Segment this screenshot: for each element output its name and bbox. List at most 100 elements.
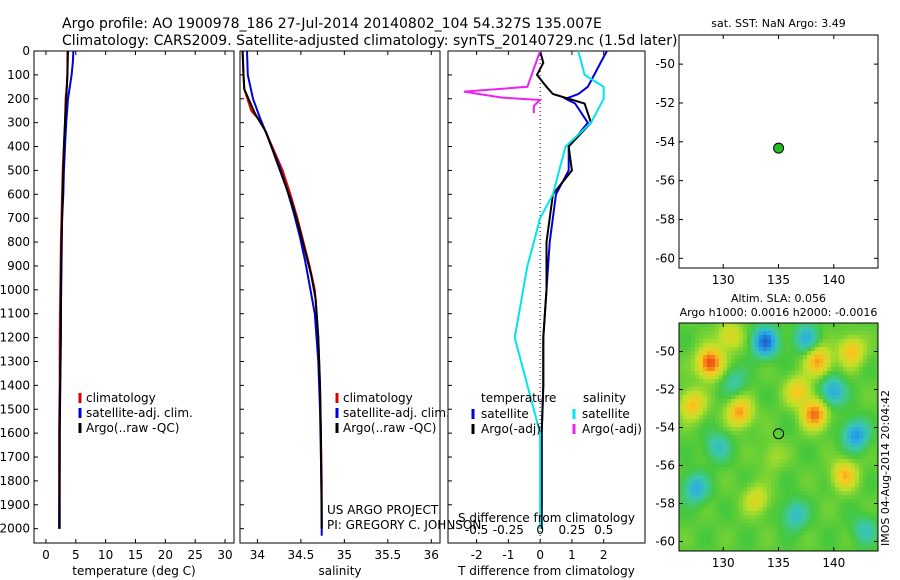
sla-cell — [771, 371, 775, 375]
sla-cell — [711, 487, 715, 491]
sla-cell — [835, 459, 839, 463]
sla-cell — [867, 371, 871, 375]
sla-cell — [863, 387, 867, 391]
sla-cell — [811, 343, 815, 347]
sla-cell — [727, 359, 731, 363]
sla-cell — [831, 343, 835, 347]
sla-cell — [835, 471, 839, 475]
sla-cell — [699, 455, 703, 459]
sla-cell — [855, 323, 859, 327]
sla-cell — [687, 403, 691, 407]
sla-cell — [823, 411, 827, 415]
sla-cell — [759, 327, 763, 331]
sla-cell — [703, 403, 707, 407]
sla-cell — [843, 523, 847, 527]
sla-cell — [715, 539, 719, 543]
sla-cell — [719, 327, 723, 331]
sla-cell — [747, 323, 751, 327]
sla-cell — [775, 519, 779, 523]
sla-cell — [723, 519, 727, 523]
sla-cell — [791, 407, 795, 411]
sla-cell — [799, 487, 803, 491]
sla-cell — [851, 535, 855, 539]
sla-cell — [727, 467, 731, 471]
sla-cell — [863, 375, 867, 379]
sla-cell — [723, 419, 727, 423]
sla-cell — [847, 503, 851, 507]
sla-cell — [783, 431, 787, 435]
sla-cell — [855, 443, 859, 447]
difference-series-s-satellite — [513, 50, 605, 529]
sla-cell — [699, 471, 703, 475]
sla-cell — [827, 363, 831, 367]
sla-cell — [847, 403, 851, 407]
sla-cell — [811, 487, 815, 491]
sla-cell — [775, 451, 779, 455]
sla-cell — [707, 359, 711, 363]
sla-cell — [783, 407, 787, 411]
sla-cell — [679, 323, 683, 327]
sla-cell — [815, 487, 819, 491]
sla-cell — [871, 511, 875, 515]
sla-cell — [807, 467, 811, 471]
sla-cell — [871, 435, 875, 439]
sla-cell — [803, 427, 807, 431]
sla-cell — [823, 523, 827, 527]
sla-cell — [871, 391, 875, 395]
sla-cell — [779, 491, 783, 495]
sla-cell — [787, 415, 791, 419]
sla-cell — [859, 519, 863, 523]
sla-cell — [723, 467, 727, 471]
sla-cell — [751, 447, 755, 451]
sla-cell — [779, 347, 783, 351]
sla-cell — [755, 507, 759, 511]
sla-cell — [687, 459, 691, 463]
sla-cell — [735, 499, 739, 503]
sla-cell — [779, 523, 783, 527]
sla-cell — [791, 351, 795, 355]
sla-cell — [723, 471, 727, 475]
sla-cell — [707, 451, 711, 455]
sla-cell — [731, 351, 735, 355]
sla-cell — [839, 515, 843, 519]
sla-cell — [859, 523, 863, 527]
sla-cell — [807, 539, 811, 543]
sla-cell — [735, 395, 739, 399]
sla-cell — [759, 479, 763, 483]
sla-cell — [723, 363, 727, 367]
sla-cell — [703, 407, 707, 411]
sla-cell — [771, 339, 775, 343]
sla-cell — [795, 411, 799, 415]
sla-cell — [815, 419, 819, 423]
sla-cell — [819, 355, 823, 359]
sla-cell — [831, 323, 835, 327]
sla-cell — [679, 531, 683, 535]
salinity-xtick-label: 36 — [424, 548, 439, 562]
sla-cell — [811, 335, 815, 339]
sla-cell — [799, 483, 803, 487]
sla-cell — [819, 407, 823, 411]
sla-cell — [719, 471, 723, 475]
sla-cell — [811, 391, 815, 395]
sla-cell — [719, 391, 723, 395]
sla-cell — [691, 427, 695, 431]
sla-cell — [707, 391, 711, 395]
sla-cell — [731, 375, 735, 379]
sla-cell — [771, 387, 775, 391]
sla-cell — [739, 367, 743, 371]
sla-cell — [787, 451, 791, 455]
sla-cell — [823, 383, 827, 387]
sla-cell — [743, 415, 747, 419]
sla-cell — [723, 411, 727, 415]
sla-cell — [867, 411, 871, 415]
sla-cell — [819, 507, 823, 511]
sla-cell — [867, 523, 871, 527]
sla-cell — [747, 483, 751, 487]
sla-cell — [683, 539, 687, 543]
sla-cell — [767, 527, 771, 531]
sla-cell — [767, 403, 771, 407]
sla-cell — [795, 543, 799, 547]
sla-cell — [827, 483, 831, 487]
sla-cell — [803, 347, 807, 351]
